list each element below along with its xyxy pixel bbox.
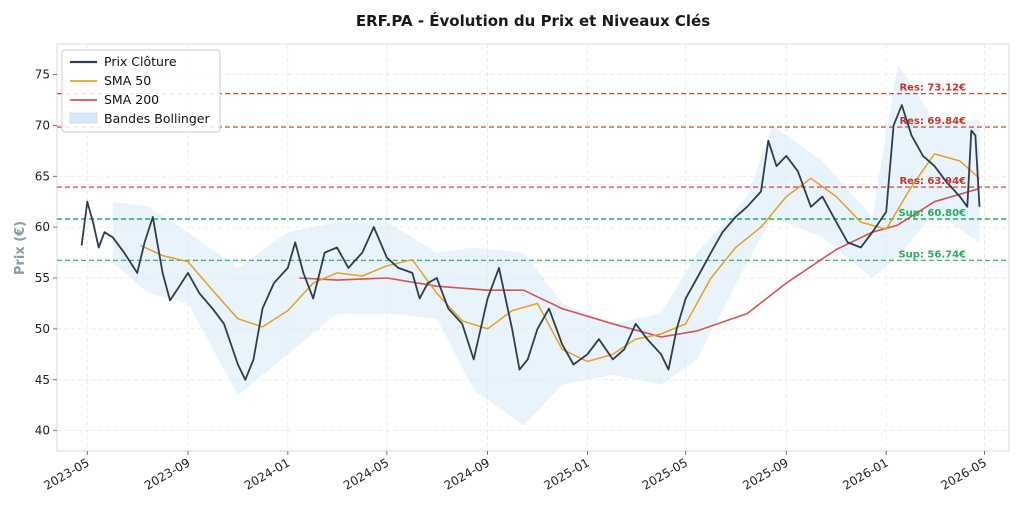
y-tick-label-65: 65 — [35, 169, 50, 183]
chart-title: ERF.PA - Évolution du Prix et Niveaux Cl… — [356, 11, 710, 30]
legend-label-sma50: SMA 50 — [104, 73, 151, 88]
y-axis-ticks: 40 45 50 55 60 65 70 75 — [35, 68, 57, 438]
legend: Prix Clôture SMA 50 SMA 200 Bandes Bolli… — [61, 49, 221, 133]
y-axis-label: Prix (€) — [13, 221, 28, 275]
y-tick-label-55: 55 — [35, 271, 50, 285]
key-level-labels: Res: 73.12€ Res: 69.84€ Res: 63.94€ Sup: 60… — [898, 83, 966, 261]
resistance-label-1: Res: 69.84€ — [899, 116, 966, 127]
legend-swatch-bollinger — [69, 112, 98, 124]
resistance-label-2: Res: 63.94€ — [899, 176, 966, 187]
legend-frame — [61, 49, 221, 133]
support-label-1: Sup: 56.74€ — [898, 249, 966, 260]
bollinger-band — [112, 64, 980, 426]
y-tick-label-50: 50 — [35, 322, 50, 336]
legend-label-price: Prix Clôture — [104, 54, 177, 69]
series-line-sma200 — [299, 187, 980, 338]
legend-label-sma200: SMA 200 — [104, 92, 159, 107]
legend-label-bollinger: Bandes Bollinger — [104, 111, 210, 126]
resistance-label-0: Res: 73.12€ — [899, 83, 966, 94]
bollinger-band-area — [112, 64, 980, 426]
series-line-price — [80, 104, 981, 381]
y-tick-label-70: 70 — [35, 118, 50, 132]
series-line-sma50 — [140, 153, 980, 363]
y-tick-label-75: 75 — [35, 68, 50, 82]
support-label-0: Sup: 60.80€ — [898, 208, 966, 219]
y-tick-label-60: 60 — [35, 220, 50, 234]
key-levels — [57, 93, 1009, 261]
series-lines — [80, 104, 981, 381]
y-tick-label-40: 40 — [35, 424, 50, 438]
y-tick-label-45: 45 — [35, 373, 50, 387]
